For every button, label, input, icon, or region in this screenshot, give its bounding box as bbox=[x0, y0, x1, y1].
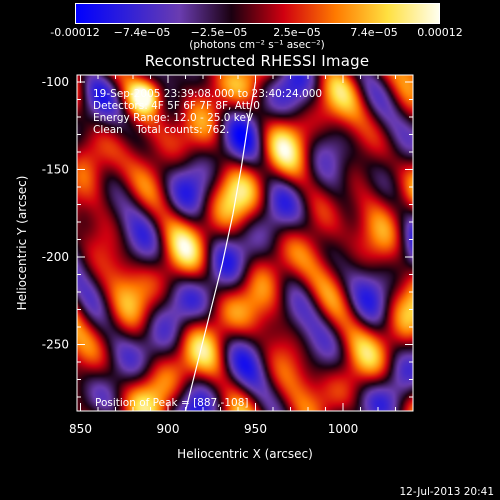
colorbar-tick-label: -0.00012 bbox=[50, 26, 100, 39]
annotation-energy: Energy Range: 12.0 - 25.0 keV bbox=[93, 112, 254, 124]
timestamp: 12-Jul-2013 20:41 bbox=[399, 486, 494, 498]
annotation-peak: Position of Peak = [887,-108] bbox=[95, 397, 249, 409]
colorbar-gradient bbox=[75, 3, 440, 24]
colorbar-unit-label: (photons cm⁻² s⁻¹ asec⁻²) bbox=[189, 39, 325, 51]
y-axis-tick-label: -150 bbox=[42, 163, 69, 177]
x-axis-tick-label: 1000 bbox=[328, 422, 359, 436]
chart-title: Reconstructed RHESSI Image bbox=[144, 52, 370, 70]
heatmap-image bbox=[77, 75, 413, 411]
solar-limb-curve bbox=[184, 81, 257, 412]
colorbar-tick-label: 2.5e−05 bbox=[273, 26, 321, 39]
colorbar-tick-label: 7.4e−05 bbox=[350, 26, 398, 39]
colorbar-tick-label: −2.5e−05 bbox=[190, 26, 248, 39]
x-axis-label: Heliocentric X (arcsec) bbox=[177, 447, 313, 461]
colorbar-tick-label: −7.4e−05 bbox=[113, 26, 171, 39]
annotation-method: Clean Total counts: 762. bbox=[93, 124, 230, 136]
colorbar-tick-label: 0.00012 bbox=[417, 26, 463, 39]
x-axis-tick-label: 850 bbox=[69, 422, 92, 436]
annotation-time-range: 19-Sep-2005 23:39:08.000 to 23:40:24.000 bbox=[93, 88, 323, 100]
y-axis-tick-label: -100 bbox=[42, 75, 69, 89]
annotation-detectors: Detectors: 4F 5F 6F 7F 8F, Att 0 bbox=[93, 100, 260, 112]
plot-frame bbox=[76, 74, 414, 412]
y-axis-label: Heliocentric Y (arcsec) bbox=[15, 175, 29, 311]
colorbar bbox=[75, 3, 440, 24]
x-axis-tick-label: 950 bbox=[244, 422, 267, 436]
y-axis-tick-label: -250 bbox=[42, 338, 69, 352]
x-axis-tick-label: 900 bbox=[157, 422, 180, 436]
y-axis-tick-label: -200 bbox=[42, 250, 69, 264]
